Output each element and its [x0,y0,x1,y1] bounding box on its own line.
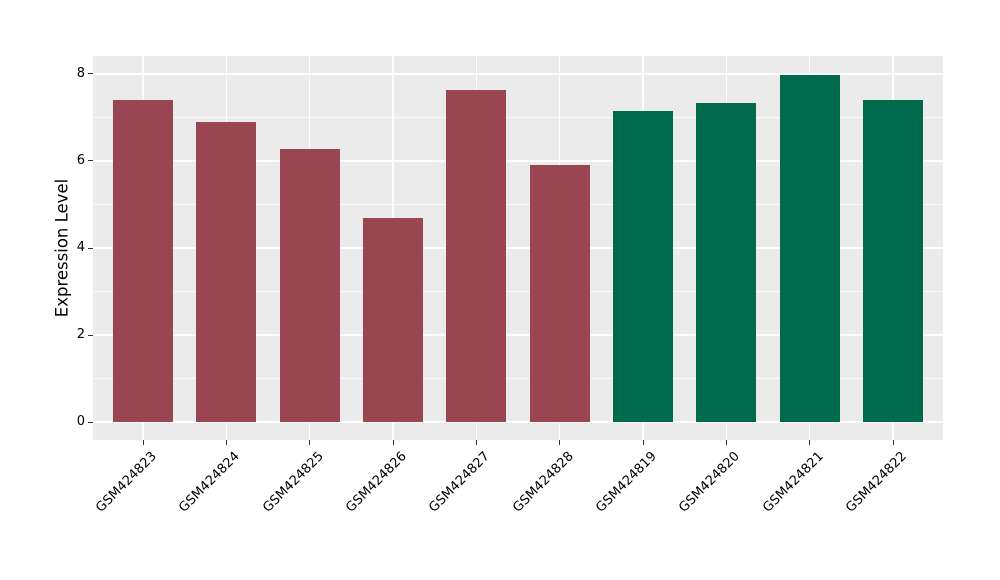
bar-GSM424821 [779,74,840,423]
bar-GSM424828 [529,164,590,423]
x-tick-mark [809,440,811,445]
bar-GSM424820 [696,103,757,423]
y-gridline-minor [93,203,943,205]
x-tick-label: GSM424828 [509,449,577,516]
y-tick-mark [88,247,93,249]
y-tick-label: 4 [76,240,85,255]
y-gridline-minor [93,116,943,118]
bar-GSM424826 [363,217,423,423]
x-tick-label: GSM424819 [593,449,660,516]
x-tick-label: GSM424822 [843,449,910,516]
x-tick-label: GSM424820 [676,449,743,516]
y-gridline-minor [93,291,943,293]
y-gridline-major [93,73,943,75]
y-gridline-major [93,247,943,249]
x-tick-mark [642,440,644,445]
x-tick-label: GSM424824 [176,449,243,516]
bar-GSM424827 [446,90,507,423]
y-gridline-major [93,334,943,336]
y-tick-label: 0 [76,414,85,430]
x-tick-mark [225,440,227,445]
x-tick-label: GSM424825 [259,449,327,516]
y-gridline-minor [93,378,943,380]
y-gridline-major [93,160,943,162]
x-tick-label: GSM424821 [759,449,827,516]
y-tick-label: 6 [76,152,85,168]
y-gridline-major [93,421,943,423]
x-tick-mark [392,440,394,445]
x-tick-mark [475,440,477,445]
x-tick-mark [142,440,144,445]
x-tick-mark [892,440,894,445]
x-tick-label: GSM424823 [93,449,160,516]
y-tick-label: 2 [76,327,85,343]
plot-panel [93,56,943,440]
y-tick-mark [88,334,93,336]
x-tick-mark [559,440,561,445]
y-tick-mark [88,160,93,162]
y-tick-mark [88,73,93,75]
bar-GSM424822 [863,99,923,423]
bar-GSM424819 [613,111,673,423]
bar-GSM424823 [113,99,173,423]
y-tick-label: 8 [76,65,85,81]
x-tick-mark [309,440,311,445]
bar-GSM424825 [279,148,340,423]
x-tick-label: GSM424827 [426,449,493,516]
x-tick-mark [725,440,727,445]
bar-GSM424824 [196,121,257,423]
y-tick-mark [88,421,93,423]
x-tick-label: GSM424826 [343,449,410,516]
